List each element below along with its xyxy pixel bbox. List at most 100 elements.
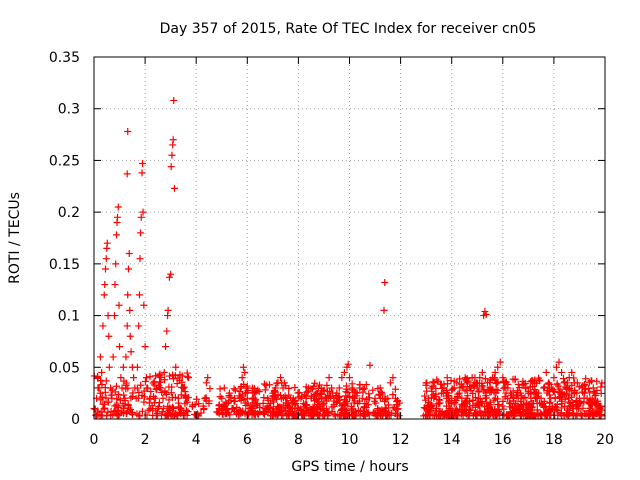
y-tick-label: 0.2 bbox=[58, 205, 80, 221]
data-point bbox=[364, 401, 372, 409]
data-point bbox=[494, 386, 502, 394]
data-point bbox=[348, 384, 356, 392]
data-point bbox=[440, 384, 448, 392]
data-point bbox=[320, 407, 328, 415]
data-point bbox=[597, 389, 605, 397]
data-point bbox=[246, 405, 254, 413]
data-point bbox=[343, 382, 351, 390]
data-point bbox=[455, 389, 463, 397]
data-point bbox=[180, 383, 188, 391]
data-point bbox=[122, 353, 130, 361]
data-point bbox=[555, 358, 563, 366]
data-point bbox=[553, 400, 561, 408]
data-point bbox=[127, 348, 135, 356]
data-point bbox=[527, 406, 535, 414]
data-point bbox=[107, 407, 115, 415]
data-point bbox=[100, 291, 108, 299]
data-point bbox=[463, 379, 471, 387]
data-point bbox=[148, 402, 156, 410]
data-point bbox=[458, 383, 466, 391]
data-point bbox=[471, 379, 479, 387]
data-point bbox=[529, 377, 537, 385]
data-point bbox=[216, 385, 224, 393]
data-point bbox=[130, 374, 138, 382]
data-point bbox=[123, 409, 131, 417]
data-point bbox=[518, 381, 526, 389]
data-point bbox=[359, 388, 367, 396]
data-point bbox=[104, 312, 112, 320]
data-point bbox=[463, 394, 471, 402]
data-point bbox=[562, 410, 570, 418]
y-tick-label: 0.1 bbox=[58, 309, 80, 325]
data-point bbox=[167, 270, 175, 278]
data-point bbox=[363, 396, 371, 403]
data-point bbox=[568, 393, 576, 401]
data-point bbox=[101, 281, 109, 289]
data-point bbox=[289, 394, 297, 402]
data-point bbox=[156, 384, 164, 392]
data-point bbox=[112, 260, 120, 268]
data-point bbox=[281, 407, 289, 415]
data-point bbox=[540, 384, 548, 392]
data-point bbox=[342, 398, 350, 406]
data-point bbox=[500, 377, 508, 385]
data-point bbox=[393, 398, 401, 406]
data-point bbox=[565, 374, 573, 382]
data-point bbox=[303, 401, 311, 409]
data-point bbox=[226, 411, 234, 419]
data-point bbox=[569, 405, 577, 413]
data-point bbox=[109, 353, 117, 361]
x-tick-label: 18 bbox=[545, 432, 563, 448]
data-point bbox=[466, 384, 474, 392]
data-point bbox=[102, 377, 110, 385]
data-point bbox=[333, 389, 341, 397]
x-tick-label: 4 bbox=[192, 432, 201, 448]
data-point bbox=[123, 170, 131, 178]
data-point bbox=[237, 407, 245, 415]
data-point bbox=[111, 402, 119, 410]
data-point bbox=[437, 412, 445, 420]
data-point bbox=[115, 301, 123, 309]
data-point bbox=[596, 405, 604, 413]
data-point bbox=[469, 397, 477, 404]
data-point bbox=[563, 384, 571, 392]
data-point bbox=[526, 411, 534, 419]
data-point bbox=[486, 384, 494, 392]
data-point bbox=[103, 412, 111, 420]
data-point bbox=[488, 406, 496, 414]
data-point bbox=[303, 388, 311, 396]
data-point bbox=[481, 403, 489, 411]
data-point bbox=[178, 372, 186, 380]
axis-ticks bbox=[93, 56, 606, 420]
data-point bbox=[248, 384, 256, 392]
data-point bbox=[597, 406, 605, 414]
data-point bbox=[98, 368, 106, 376]
data-point bbox=[149, 411, 157, 419]
data-point bbox=[422, 405, 430, 413]
data-point bbox=[127, 406, 135, 414]
data-point bbox=[104, 398, 112, 406]
data-point bbox=[374, 405, 382, 413]
data-point bbox=[174, 394, 182, 402]
data-point bbox=[359, 407, 367, 415]
data-point bbox=[220, 384, 228, 392]
data-point bbox=[343, 363, 351, 371]
data-point bbox=[102, 394, 110, 402]
data-point bbox=[461, 374, 469, 382]
data-point bbox=[549, 386, 557, 394]
data-point bbox=[112, 231, 120, 239]
data-point bbox=[242, 402, 250, 410]
data-point bbox=[218, 394, 226, 402]
data-point bbox=[155, 399, 163, 407]
data-point bbox=[481, 307, 489, 315]
data-point bbox=[481, 375, 489, 383]
data-point bbox=[338, 374, 346, 382]
data-point bbox=[547, 394, 555, 402]
y-axis-tick-labels: 0 0.05 0.1 0.15 0.2 0.25 0.3 0.35 bbox=[49, 50, 80, 428]
data-point bbox=[124, 400, 132, 408]
data-point bbox=[484, 412, 492, 420]
data-point bbox=[294, 405, 302, 413]
data-point bbox=[547, 384, 555, 392]
data-point bbox=[498, 402, 506, 410]
data-point bbox=[356, 411, 364, 419]
